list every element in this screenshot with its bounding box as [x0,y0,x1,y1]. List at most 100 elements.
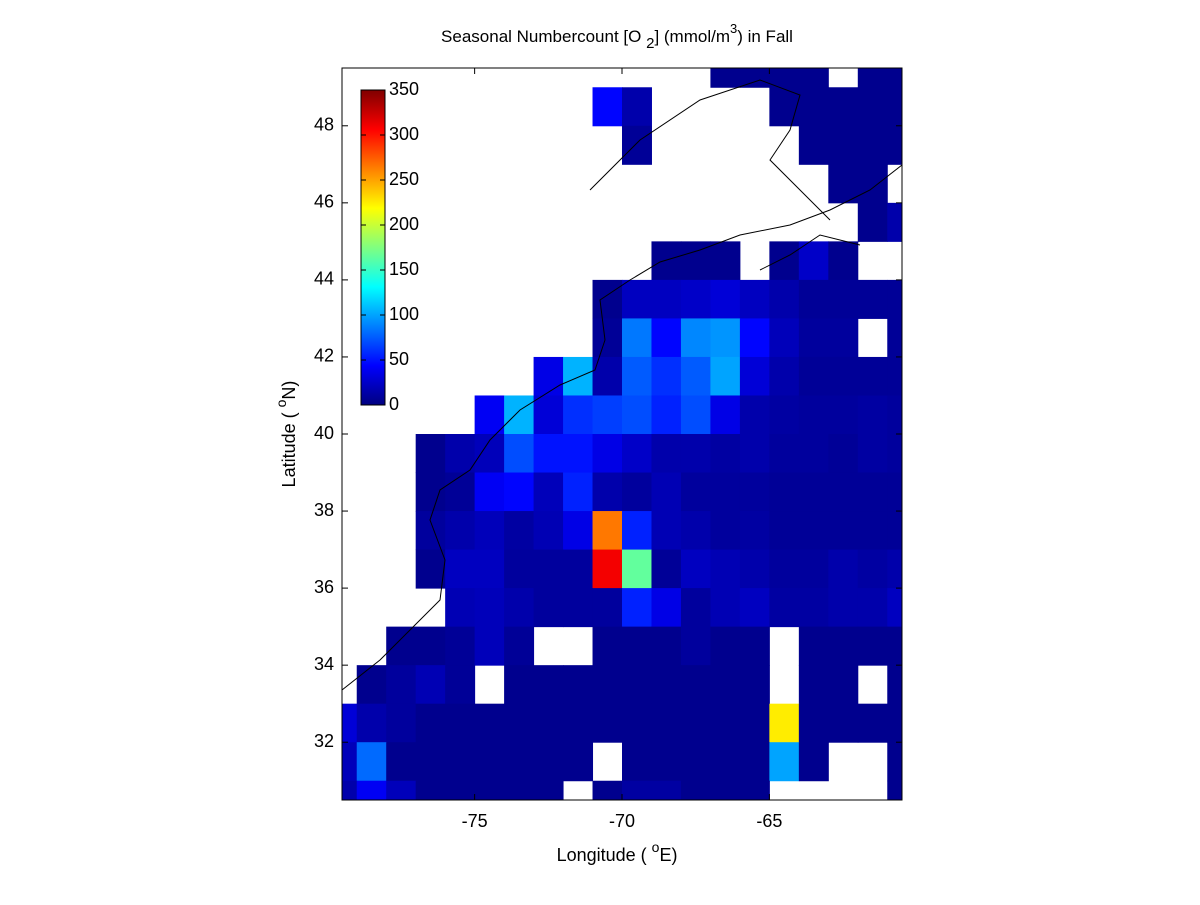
heatmap-cell [445,626,476,666]
heatmap-cell [769,241,800,281]
heatmap-cell [651,742,682,782]
heatmap-cell [533,742,564,782]
heatmap-cell [680,511,711,551]
heatmap-cell [828,588,859,628]
heatmap-cell [592,511,623,551]
y-tick-label: 38 [314,500,334,520]
heatmap-cell [710,665,741,705]
heatmap-cell [798,511,829,551]
heatmap-cell [710,318,741,358]
heatmap-cell [592,279,623,319]
heatmap-cell [739,318,770,358]
heatmap-cell [563,742,594,782]
heatmap-cell [563,703,594,743]
heatmap-cell [356,742,387,782]
heatmap-cell [651,472,682,512]
heatmap-cell [887,356,902,396]
heatmap-cell [622,511,652,551]
heatmap-cell [739,279,770,319]
heatmap-cell [857,626,888,666]
heatmap-cell [563,588,594,628]
y-tick-label: 42 [314,346,334,366]
y-tick-label: 32 [314,731,334,751]
heatmap-cell [622,434,652,474]
heatmap-cell [504,588,535,628]
heatmap-cell [445,703,476,743]
heatmap-cell [680,395,711,435]
heatmap-cell [563,549,594,589]
heatmap-cell [739,434,770,474]
heatmap-cell [533,356,564,396]
heatmap-cell [533,780,564,800]
heatmap-cell [887,742,902,782]
heatmap-cell [769,703,800,743]
heatmap-cell [857,511,888,551]
heatmap-cell [592,549,623,589]
heatmap-cell [504,434,535,474]
heatmap-cell [533,549,564,589]
colorbar-tick-label: 100 [389,304,419,324]
heatmap-cell [592,780,623,800]
heatmap-cell [563,511,594,551]
heatmap-cell [857,125,888,165]
heatmap-cell [592,626,623,666]
heatmap-cell [651,665,682,705]
heatmap-cell [828,125,859,165]
heatmap-cell [680,434,711,474]
heatmap-cell [622,125,652,165]
heatmap-cell [798,703,829,743]
heatmap-cell [504,742,535,782]
coastline [342,79,902,691]
heatmap-cell [798,549,829,589]
heatmap-cell [710,780,741,800]
heatmap-cell [622,356,652,396]
heatmap-cell [651,511,682,551]
heatmap-cell [857,472,888,512]
colorbar-tick-label: 50 [389,349,409,369]
heatmap-cell [798,68,829,88]
heatmap-cell [680,356,711,396]
heatmap-cell [622,318,652,358]
colorbar-tick-label: 300 [389,124,419,144]
heatmap-cell [798,665,829,705]
heatmap-cell [887,202,902,242]
heatmap-cell [386,703,417,743]
heatmap-cell [739,665,770,705]
heatmap-cell [798,742,829,782]
heatmap-cell [445,511,476,551]
y-tick-label: 34 [314,654,334,674]
heatmap-cell [680,703,711,743]
heatmap-cell [828,703,859,743]
heatmap-cell [769,68,800,88]
heatmap-cell [474,472,505,512]
heatmap-cell [739,780,770,800]
heatmap-cell [474,703,505,743]
heatmap-cell [680,472,711,512]
heatmap-cell [739,395,770,435]
heatmap-cell [622,703,652,743]
heatmap-cell [680,780,711,800]
heatmap-cell [622,626,652,666]
heatmap-cell [415,626,446,666]
heatmap-cell [857,588,888,628]
heatmap-cell [474,395,505,435]
heatmap-cell [828,356,859,396]
heatmap-cell [828,164,859,204]
heatmap-cell [445,780,476,800]
heatmap-cell [798,626,829,666]
heatmap-cell [828,472,859,512]
heatmap-cell [622,742,652,782]
heatmap-cell [651,241,682,281]
heatmap-cell [857,549,888,589]
heatmap-cell [857,279,888,319]
heatmap-cell [857,202,888,242]
heatmap-cell [504,665,535,705]
heatmap-cell [474,549,505,589]
heatmap-cell [828,665,859,705]
heatmap-cell [504,511,535,551]
heatmap-cell [887,125,902,165]
heatmap-cell [828,279,859,319]
heatmap-cell [415,434,446,474]
heatmap-cell [474,588,505,628]
heatmap-cell [710,241,741,281]
